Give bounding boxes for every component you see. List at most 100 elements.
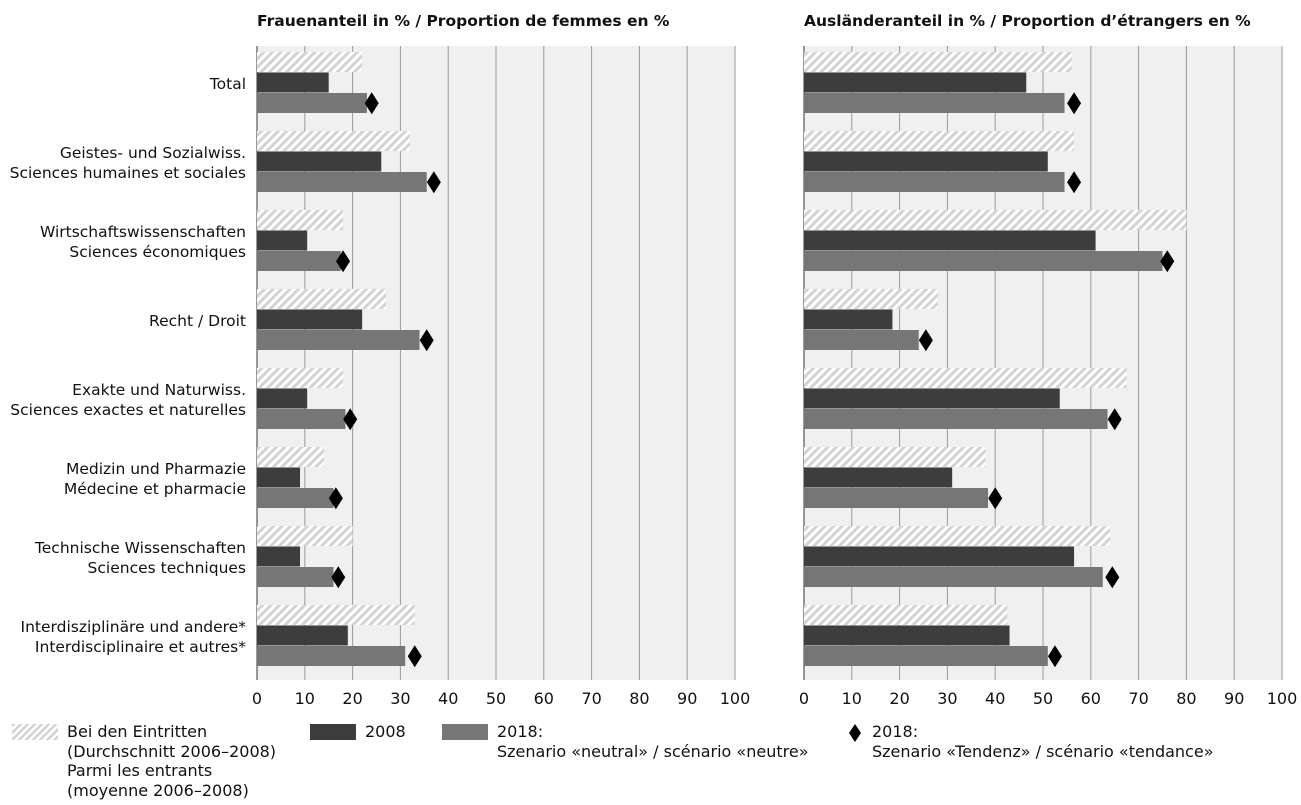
bar-entrants-left-1 [257,131,410,151]
marker-2018-tendance-right-5 [988,487,1003,510]
tick-label-right-90: 90 [1224,689,1244,708]
bar-2018-neutral-right-6 [804,567,1103,587]
tick-label-right-30: 30 [937,689,957,708]
bar-entrants-left-7 [257,605,415,625]
legend-label-2018-neutral: 2018: Szenario «neutral» / scénario «neu… [497,722,809,761]
tick-label-left-80: 80 [629,689,649,708]
tick-label-right-60: 60 [1081,689,1101,708]
bar-2018-neutral-right-2 [804,251,1163,271]
bar-2018-neutral-right-3 [804,330,919,350]
bar-2008-left-7 [257,625,348,646]
tick-label-left-60: 60 [534,689,554,708]
chart-title-left: Frauenanteil in % / Proportion de femmes… [257,12,670,30]
bar-entrants-right-6 [804,526,1110,546]
marker-2018-tendance-right-1 [1067,171,1082,194]
bar-entrants-right-7 [804,605,1008,625]
tick-label-left-100: 100 [720,689,751,708]
bar-2008-right-1 [804,151,1048,172]
marker-2018-tendance-left-3 [419,329,434,352]
bar-2018-neutral-left-2 [257,251,341,271]
marker-2018-tendance-left-1 [426,171,441,194]
bar-2018-neutral-right-1 [804,172,1065,192]
tick-label-left-90: 90 [677,689,697,708]
bar-entrants-right-2 [804,210,1187,230]
bar-2018-neutral-left-3 [257,330,420,350]
category-label-5-0: Medizin und Pharmazie [66,460,246,478]
marker-2018-tendance-left-7 [407,645,422,668]
category-label-4-0: Exakte und Naturwiss. [72,381,246,399]
bar-2018-neutral-left-0 [257,93,367,113]
bar-2008-left-1 [257,151,382,172]
marker-2018-tendance-right-7 [1047,645,1062,668]
bar-2018-neutral-left-6 [257,567,334,587]
marker-2018-tendance-left-2 [336,250,351,273]
tick-label-right-50: 50 [1033,689,1053,708]
marker-2018-tendance-right-0 [1067,92,1082,115]
tick-label-right-40: 40 [985,689,1005,708]
bar-entrants-left-6 [257,526,353,546]
tick-label-left-0: 0 [252,689,262,708]
legend-label-entrants: Bei den Eintritten (Durchschnitt 2006–20… [67,722,277,800]
marker-2018-tendance-right-2 [1160,250,1175,273]
bar-2018-neutral-right-7 [804,646,1048,666]
bar-entrants-right-1 [804,131,1075,151]
bar-entrants-left-4 [257,368,344,388]
marker-2018-tendance-right-3 [918,329,933,352]
tick-label-right-0: 0 [799,689,809,708]
bar-entrants-right-5 [804,447,986,467]
category-label-0-0: Total [209,75,246,93]
bar-entrants-left-5 [257,447,324,467]
tick-label-right-20: 20 [889,689,909,708]
bar-2018-neutral-left-1 [257,172,427,192]
legend-label-2018-tendance: 2018: Szenario «Tendenz» / scénario «ten… [872,722,1214,761]
bar-2008-left-3 [257,309,363,330]
bar-2018-neutral-left-7 [257,646,406,666]
bar-2018-neutral-right-0 [804,93,1065,113]
marker-2018-tendance-left-0 [364,92,379,115]
category-label-5-1: Médecine et pharmacie [64,480,246,498]
tick-label-left-20: 20 [342,689,362,708]
bar-entrants-left-3 [257,289,387,309]
tick-label-left-70: 70 [581,689,601,708]
category-label-3-0: Recht / Droit [149,312,246,330]
bar-2008-right-3 [804,309,893,330]
bar-entrants-right-4 [804,368,1127,388]
marker-2018-tendance-right-4 [1107,408,1122,431]
category-label-2-1: Sciences économiques [69,243,246,261]
chart-title-right: Ausländeranteil in % / Proportion d’étra… [804,12,1251,30]
tick-label-left-40: 40 [438,689,458,708]
category-label-4-1: Sciences exactes et naturelles [10,401,246,419]
legend-swatch-2018-neutral [442,724,488,740]
bar-2018-neutral-left-4 [257,409,346,429]
tick-label-right-100: 100 [1267,689,1298,708]
bar-entrants-left-0 [257,52,363,72]
category-label-2-0: Wirtschaftswissenschaften [40,223,246,241]
bar-2018-neutral-left-5 [257,488,334,508]
legend-label-2008: 2008 [365,722,406,741]
bar-2008-left-4 [257,388,308,409]
tick-label-right-10: 10 [842,689,862,708]
bar-2008-right-6 [804,546,1075,567]
bar-2008-left-0 [257,72,329,93]
marker-2018-tendance-left-4 [343,408,358,431]
tick-label-left-30: 30 [390,689,410,708]
bar-2008-right-0 [804,72,1027,93]
category-label-7-0: Interdisziplinäre und andere* [21,618,247,636]
category-label-6-1: Sciences techniques [88,559,246,577]
legend-swatch-2008 [310,724,356,740]
bar-2008-left-6 [257,546,301,567]
category-label-1-1: Sciences humaines et sociales [10,164,246,182]
category-label-7-1: Interdisciplinaire et autres* [35,638,246,656]
tick-label-left-10: 10 [295,689,315,708]
marker-2018-tendance-left-5 [328,487,343,510]
tick-label-right-80: 80 [1176,689,1196,708]
bar-2008-right-7 [804,625,1010,646]
category-label-6-0: Technische Wissenschaften [34,539,246,557]
bar-entrants-right-0 [804,52,1072,72]
bar-entrants-right-3 [804,289,938,309]
bar-2008-right-5 [804,467,953,488]
bar-2008-left-5 [257,467,301,488]
bar-entrants-left-2 [257,210,344,230]
bar-2018-neutral-right-5 [804,488,989,508]
